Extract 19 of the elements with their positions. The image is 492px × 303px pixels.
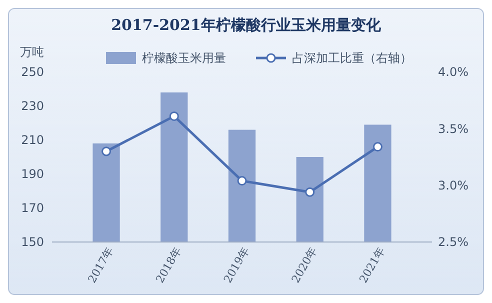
y-axis-title: 万吨 <box>20 45 44 59</box>
y2-tick-label: 3.0% <box>438 178 468 193</box>
y2-tick-label: 4.0% <box>438 65 468 80</box>
y-tick-label: 210 <box>21 133 44 148</box>
y-tick-label: 230 <box>21 99 44 114</box>
legend-label: 占深加工比重（右轴） <box>292 51 412 66</box>
legend-label: 柠檬酸玉米用量 <box>142 51 226 66</box>
y-tick-label: 250 <box>21 65 44 80</box>
y2-tick-label: 3.5% <box>438 122 468 136</box>
point <box>169 111 179 121</box>
chart-title: 2017-2021年柠檬酸行业玉米用量变化 <box>111 16 382 34</box>
point <box>305 187 315 197</box>
point <box>372 142 382 152</box>
y-tick-label: 190 <box>21 167 44 182</box>
point <box>102 146 112 156</box>
y-tick-label: 170 <box>21 201 44 216</box>
point <box>237 176 247 186</box>
y-tick-label: 150 <box>21 235 44 250</box>
y2-tick-label: 2.5% <box>438 235 468 250</box>
